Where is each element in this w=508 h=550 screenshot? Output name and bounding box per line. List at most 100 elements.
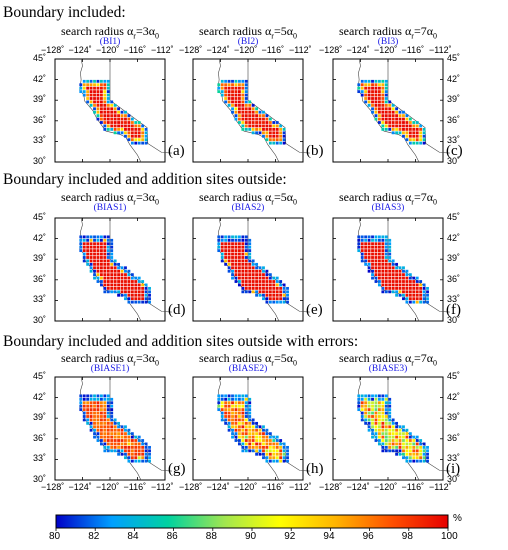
grid-cell [377, 235, 381, 239]
grid-cell [384, 269, 388, 273]
grid-cell [141, 449, 145, 453]
grid-cell [395, 114, 399, 118]
grid-cell [415, 127, 419, 131]
grid-cell [388, 245, 392, 249]
panel-code-text: (BIASE3) [368, 364, 408, 374]
grid-cell [391, 290, 395, 294]
grid-cell [258, 131, 262, 135]
grid-cell [415, 297, 419, 301]
grid-cell [402, 428, 405, 432]
grid-cell [282, 456, 286, 460]
grid-cell [408, 134, 412, 138]
grid-cell [391, 103, 395, 107]
grid-cell [237, 117, 241, 121]
grid-cell [244, 273, 248, 277]
grid-cell [141, 452, 145, 456]
grid-cell [272, 449, 276, 453]
y-tick-label: 39˚ [447, 412, 461, 423]
grid-cell [408, 276, 412, 280]
grid-cell [251, 259, 255, 263]
grid-cell [106, 235, 110, 239]
grid-cell [398, 286, 402, 290]
grid-cell [99, 238, 103, 242]
grid-cell [422, 459, 426, 463]
grid-cell [237, 79, 241, 83]
grid-cell [103, 107, 107, 111]
grid-cell [86, 411, 90, 415]
grid-cell [237, 418, 241, 422]
grid-cell [234, 256, 238, 259]
grid-cell [120, 293, 124, 297]
y-tick-label: 30˚ [33, 156, 47, 166]
grid-cell [384, 262, 388, 266]
grid-cell [99, 249, 103, 253]
grid-cell [364, 401, 368, 405]
x-tick-label: −116˚ [261, 482, 285, 492]
grid-cell [110, 276, 114, 280]
colorbar-tick-label: 92 [284, 531, 296, 542]
grid-cell [374, 114, 378, 118]
grid-cell [391, 124, 395, 128]
grid-cell [405, 283, 409, 287]
grid-cell [371, 415, 374, 418]
grid-cell [255, 439, 259, 442]
grid-cell [103, 283, 107, 287]
grid-cell [248, 286, 252, 290]
grid-cell [141, 456, 145, 460]
grid-cell [99, 100, 103, 104]
grid-cell [231, 110, 234, 114]
grid-cell [248, 259, 252, 263]
grid-cell [231, 256, 234, 259]
x-tick-label: −124˚ [68, 45, 92, 55]
grid-cell [89, 103, 93, 107]
grid-cell [388, 269, 392, 273]
grid-cell [93, 435, 96, 439]
y-tick-label: 45˚ [33, 371, 47, 381]
grid-cell [127, 273, 131, 277]
grid-cell [231, 394, 234, 398]
grid-cell [402, 117, 405, 121]
grid-cell [224, 411, 228, 415]
grid-cell [371, 428, 374, 432]
grid-cell [137, 459, 141, 463]
grid-cell [412, 442, 416, 446]
grid-cell [248, 428, 252, 432]
grid-cell [275, 452, 279, 456]
grid-cell [110, 103, 114, 107]
grid-cell [258, 435, 262, 439]
grid-cell [241, 408, 245, 412]
map-panel [192, 58, 310, 163]
grid-cell [262, 273, 265, 277]
grid-cell [360, 256, 364, 259]
grid-cell [384, 415, 388, 418]
grid-cell [248, 280, 252, 283]
grid-cell [237, 266, 241, 270]
grid-cell [130, 449, 134, 453]
grid-cell [103, 273, 107, 277]
grid-cell [99, 283, 103, 287]
grid-cell [415, 280, 419, 283]
grid-cell [113, 107, 117, 111]
grid-cell [130, 459, 134, 463]
y-tick-label: 36˚ [447, 273, 461, 284]
grid-cell [231, 90, 234, 94]
grid-cell [415, 442, 419, 446]
grid-cell [99, 110, 103, 114]
panel-code: (BIAS1) [35, 202, 185, 213]
grid-cell [99, 90, 103, 94]
grid-cell [96, 415, 100, 418]
grid-cell [408, 273, 412, 277]
grid-cell [89, 408, 93, 412]
map-panel [332, 217, 450, 322]
grid-cell [99, 121, 103, 124]
grid-cell [255, 276, 259, 280]
grid-cell [255, 117, 259, 121]
grid-cell [124, 114, 127, 118]
grid-cell [93, 97, 96, 100]
grid-cell [367, 259, 371, 263]
grid-cell [134, 121, 138, 124]
grid-cell [224, 404, 228, 408]
grid-cell [99, 418, 103, 422]
grid-cell [117, 286, 121, 290]
grid-cell [395, 445, 399, 449]
